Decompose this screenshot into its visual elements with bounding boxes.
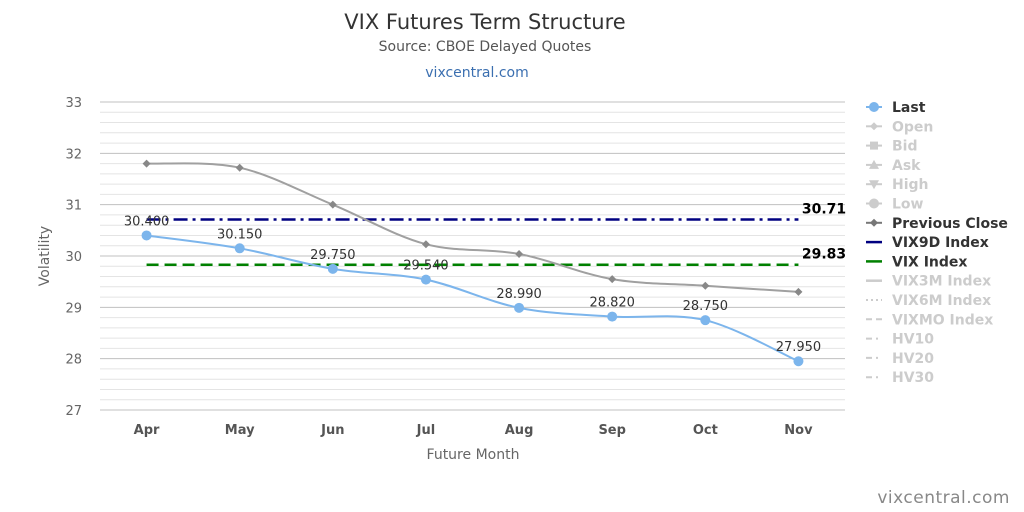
y-tick-label: 31	[65, 199, 82, 214]
legend-label: Previous Close	[892, 216, 1008, 232]
previous-close-point[interactable]	[235, 163, 244, 172]
legend-symbol-circle	[869, 102, 879, 112]
last-point[interactable]	[420, 274, 431, 285]
legend-label: VIX3M Index	[892, 274, 991, 290]
previous-close-point[interactable]	[794, 287, 803, 296]
last-point[interactable]	[700, 315, 711, 326]
previous-close-series-line[interactable]	[146, 162, 799, 293]
legend-label: Last	[892, 100, 926, 116]
legend-symbol-triangle	[869, 159, 879, 169]
legend: Last Open Bid Ask High Low Previous Close VIX9D…	[866, 100, 1008, 386]
legend-item-ask[interactable]: Ask	[866, 158, 921, 174]
legend-label: VIX6M Index	[892, 293, 991, 309]
x-axis-label: Future Month	[427, 447, 520, 463]
legend-symbol-triangle-down	[869, 180, 879, 190]
legend-symbol-diamond	[870, 122, 878, 131]
legend-label: Open	[892, 119, 933, 135]
legend-item-open[interactable]: Open	[866, 119, 933, 135]
last-point[interactable]	[141, 230, 152, 241]
chart-title: VIX Futures Term Structure	[344, 10, 625, 34]
legend-symbol-circle	[869, 198, 879, 209]
data-label: 27.950	[776, 340, 822, 355]
last-point[interactable]	[793, 356, 804, 367]
legend-label: VIX9D Index	[892, 235, 989, 251]
previous-close-point[interactable]	[421, 240, 430, 249]
chart-source-link[interactable]: vixcentral.com	[425, 65, 528, 81]
previous-close-point[interactable]	[142, 159, 151, 168]
data-label: 30.400	[124, 214, 170, 229]
legend-item-previous-close[interactable]: Previous Close	[866, 216, 1008, 232]
legend-item-hv20[interactable]: HV20	[866, 351, 934, 367]
last-point[interactable]	[327, 263, 338, 274]
last-point[interactable]	[607, 311, 618, 322]
legend-symbol-square	[870, 141, 878, 150]
legend-label: Ask	[892, 158, 921, 174]
legend-label: VIX Index	[892, 254, 967, 270]
y-tick-label: 29	[65, 301, 82, 316]
chart-subtitle: Source: CBOE Delayed Quotes	[379, 39, 592, 55]
legend-item-low[interactable]: Low	[866, 197, 924, 213]
legend-item-vix-index[interactable]: VIX Index	[866, 254, 967, 270]
legend-item-last[interactable]: Last	[866, 100, 926, 116]
watermark: vixcentral.com	[877, 488, 1010, 508]
last-point[interactable]	[234, 243, 245, 254]
legend-item-hv30[interactable]: HV30	[866, 370, 934, 386]
legend-item-bid[interactable]: Bid	[866, 139, 918, 155]
legend-item-vix9d-index[interactable]: VIX9D Index	[866, 235, 989, 251]
previous-close-point[interactable]	[608, 275, 617, 284]
previous-close-point[interactable]	[515, 249, 524, 258]
x-tick-label-jun: Jun	[320, 423, 344, 438]
legend-item-vixmo-index[interactable]: VIXMO Index	[866, 312, 993, 328]
y-tick-label: 32	[65, 147, 82, 162]
x-tick-label-jul: Jul	[416, 423, 436, 438]
legend-symbol-diamond	[870, 218, 878, 227]
data-label: 29.750	[310, 248, 356, 263]
data-label: 28.990	[496, 287, 542, 302]
y-axis-label: Volatility	[37, 226, 53, 286]
vix-index-value-label: 29.83	[802, 247, 846, 263]
x-tick-label-aug: Aug	[505, 423, 534, 438]
legend-label: VIXMO Index	[892, 312, 993, 328]
legend-item-vix3m-index[interactable]: VIX3M Index	[866, 274, 991, 290]
legend-label: HV10	[892, 332, 934, 348]
y-tick-label: 33	[65, 96, 82, 111]
data-label: 29.540	[403, 259, 449, 274]
previous-close-point[interactable]	[701, 281, 710, 290]
previous-close-point[interactable]	[328, 200, 337, 209]
x-tick-label-may: May	[225, 423, 255, 438]
x-tick-label-nov: Nov	[784, 423, 813, 438]
legend-item-vix6m-index[interactable]: VIX6M Index	[866, 293, 991, 309]
series-layer: 30.71 29.83 30.400 30.150 29.750 29.540 28.990…	[124, 159, 846, 367]
data-label: 28.750	[683, 299, 729, 314]
legend-item-high[interactable]: High	[866, 177, 929, 193]
y-tick-label: 28	[65, 353, 82, 368]
x-axis-ticks: Apr May Jun Jul Aug Sep Oct Nov	[134, 423, 813, 438]
vix9d-index-value-label: 30.71	[802, 202, 846, 218]
legend-label: HV30	[892, 370, 934, 386]
y-tick-label: 27	[65, 404, 82, 419]
y-axis-ticks: 27 28 29 30 31 32 33	[65, 96, 82, 419]
data-label: 28.820	[589, 296, 635, 311]
legend-item-hv10[interactable]: HV10	[866, 332, 934, 348]
legend-label: Low	[892, 197, 924, 213]
legend-label: HV20	[892, 351, 934, 367]
grid-lines	[100, 101, 845, 411]
y-tick-label: 30	[65, 250, 82, 265]
x-tick-label-apr: Apr	[134, 423, 160, 438]
legend-label: High	[892, 177, 929, 193]
legend-label: Bid	[892, 139, 918, 155]
x-tick-label-oct: Oct	[693, 423, 718, 438]
last-point[interactable]	[514, 302, 525, 313]
data-label: 30.150	[217, 227, 263, 242]
x-tick-label-sep: Sep	[598, 423, 626, 438]
